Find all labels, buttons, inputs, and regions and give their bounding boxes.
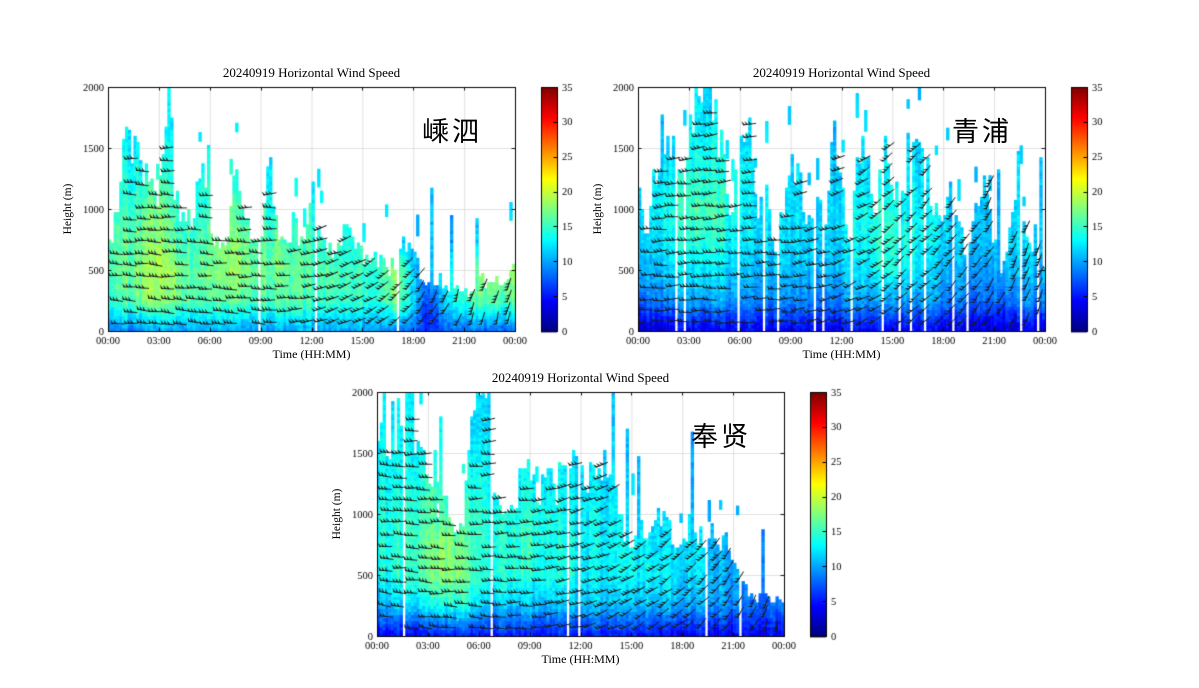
y-axis-label: Height (m) — [592, 183, 604, 235]
chart-title: 20240919 Horizontal Wind Speed — [752, 65, 931, 80]
wind-profile-chart-qingpu: 20240919 Horizontal Wind Speed 青浦 Height… — [590, 60, 1150, 370]
wind-profile-chart-fengxian: 20240919 Horizontal Wind Speed 奉贤 Height… — [329, 365, 889, 675]
x-axis-label: Time (HH:MM) — [541, 652, 620, 666]
y-axis-label: Height (m) — [62, 183, 74, 235]
chart-title: 20240919 Horizontal Wind Speed — [491, 370, 670, 385]
wind-speed-plot-canvas — [60, 60, 620, 370]
station-label: 嵊泗 — [422, 117, 482, 147]
x-axis-label: Time (HH:MM) — [802, 347, 881, 361]
wind-profile-chart-shengsi: 20240919 Horizontal Wind Speed 嵊泗 Height… — [60, 60, 620, 370]
station-label: 奉贤 — [691, 422, 751, 452]
x-axis-label: Time (HH:MM) — [272, 347, 351, 361]
y-axis-label: Height (m) — [331, 488, 343, 540]
station-label: 青浦 — [952, 117, 1012, 147]
wind-speed-plot-canvas — [590, 60, 1150, 370]
chart-title: 20240919 Horizontal Wind Speed — [222, 65, 401, 80]
wind-speed-plot-canvas — [329, 365, 889, 675]
